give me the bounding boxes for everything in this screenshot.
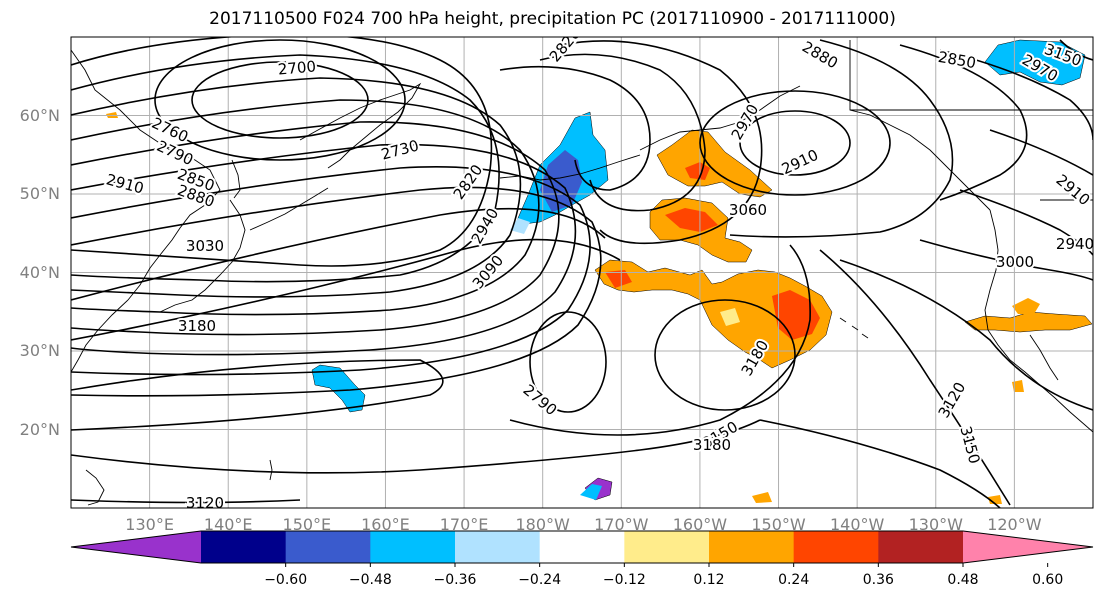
colorbar-segment	[455, 531, 541, 563]
longitude-label: 150°E	[282, 515, 332, 534]
coast-mariana	[269, 459, 273, 481]
coast-north-america	[984, 209, 1093, 433]
contour-3120-high	[529, 311, 607, 413]
longitude-label: 130°W	[908, 515, 963, 534]
longitude-label: 140°W	[829, 515, 885, 534]
contour-2730-low	[154, 39, 406, 161]
coast-kamchatka	[299, 82, 422, 169]
height-contours	[71, 37, 1093, 508]
coast-baja	[1029, 334, 1059, 381]
coast-kurils	[249, 187, 329, 231]
contour-label: 3180	[178, 317, 216, 335]
latitude-label: 40°N	[19, 262, 60, 282]
precip-negative-core	[540, 150, 582, 212]
colorbar-segment	[793, 531, 879, 563]
coast-sakhalin	[231, 159, 241, 199]
coast-japan	[159, 199, 246, 313]
colorbar-segment	[539, 531, 625, 563]
colorbar-tick-label: −0.60	[264, 572, 308, 588]
longitude-label: 140°E	[203, 515, 253, 534]
contour-label: 3030	[186, 237, 224, 255]
map-gridlines	[71, 37, 1093, 508]
precip-positive-central	[594, 259, 833, 369]
contour-label: 3000	[996, 253, 1034, 271]
colorbar-extend-high	[963, 531, 1093, 563]
colorbar	[70, 530, 1094, 567]
coast-alaska	[849, 40, 991, 211]
colorbar-tick-label: −0.12	[602, 572, 646, 588]
latitude-label: 60°N	[19, 105, 60, 125]
contour-3180-high	[654, 299, 796, 411]
contour-2910-low	[739, 110, 851, 176]
latitude-label: 50°N	[19, 184, 60, 203]
colorbar-segment	[370, 531, 456, 563]
contour-2880-low	[699, 90, 891, 196]
colorbar-tick-label: 0.24	[778, 572, 810, 588]
colorbar-outline	[70, 530, 1094, 564]
coastlines	[71, 40, 1093, 506]
colorbar-tick-label: −0.48	[348, 572, 392, 588]
colorbar-extend-low	[71, 531, 201, 563]
longitude-label: 160°W	[672, 515, 728, 534]
longitude-label: 160°E	[361, 515, 410, 534]
coast-alaska-south	[639, 85, 801, 151]
colorbar-tick-label: 0.48	[947, 572, 979, 588]
latitude-label: 20°N	[19, 419, 60, 439]
longitude-label: 170°W	[594, 515, 649, 534]
coast-asia-mainland	[71, 49, 221, 373]
contour-label: 3060	[729, 201, 767, 219]
map-frame	[70, 36, 1094, 509]
colorbar-tick-label: 0.12	[693, 572, 725, 588]
longitude-label: 180°W	[515, 515, 570, 534]
colorbar-tick-label: −0.36	[433, 572, 477, 588]
contour-label: 2700	[277, 57, 317, 78]
latitude-label: 30°N	[19, 341, 60, 360]
colorbar-segment	[709, 531, 795, 563]
contour-label: 3180	[693, 436, 731, 454]
figure-title: 2017110500 F024 700 hPa height, precipit…	[209, 9, 896, 29]
longitude-label: 170°E	[439, 515, 489, 534]
coast-hawaii	[839, 317, 869, 339]
longitude-label: 120°W	[987, 515, 1042, 534]
precip-negative-light	[510, 218, 530, 234]
colorbar-segment	[285, 531, 371, 563]
longitude-label: 150°W	[751, 515, 806, 534]
contour-label: 3120	[186, 494, 224, 512]
precip-positive-west-coast	[964, 311, 1093, 333]
longitude-label: 130°E	[125, 515, 174, 534]
colorbar-tick-label: 0.60	[1032, 572, 1064, 588]
contour-label: 2940	[1056, 235, 1094, 253]
coast-philippines	[85, 469, 105, 506]
colorbar-tick-label: 0.36	[862, 572, 894, 588]
precip-negative-west-pacific	[311, 364, 366, 413]
colorbar-tick-label: −0.24	[518, 572, 562, 588]
colorbar-segment	[878, 531, 964, 563]
colorbar-segment	[624, 531, 710, 563]
colorbar-segment	[201, 531, 287, 563]
